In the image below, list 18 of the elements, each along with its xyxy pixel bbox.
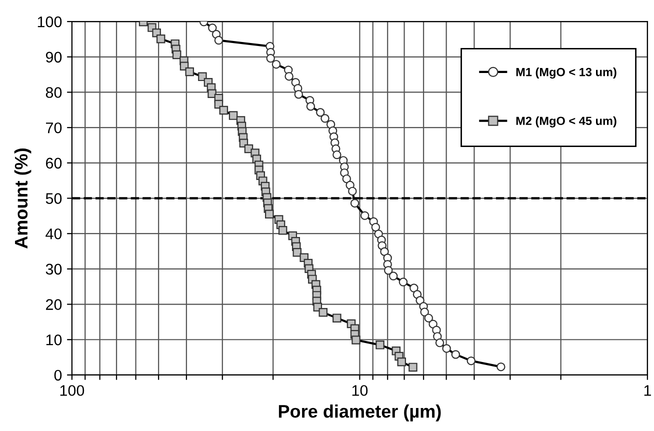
y-tick-label: 80 <box>46 87 62 98</box>
y-tick-label: 30 <box>46 264 62 275</box>
legend-label: M1 (MgO < 13 um) <box>516 68 616 79</box>
y-tick-label: 0 <box>54 370 62 381</box>
y-tick-label: 100 <box>38 16 62 28</box>
y-tick-label: 40 <box>46 228 62 240</box>
y-tick-label: 20 <box>46 299 62 310</box>
x-tick-label: 100 <box>60 385 84 396</box>
y-tick-label: 60 <box>46 158 62 169</box>
y-tick-label: 90 <box>46 52 62 63</box>
x-axis-title: Pore diameter (µm) <box>278 404 441 422</box>
x-tick-label: 1 <box>644 385 651 396</box>
x-tick-label: 10 <box>352 385 368 396</box>
y-tick-label: 50 <box>46 193 62 204</box>
y-tick-label: 70 <box>46 122 62 134</box>
y-axis-title: Amount (%) <box>14 148 32 248</box>
y-tick-label: 10 <box>46 334 62 346</box>
legend-label: M2 (MgO < 45 um) <box>516 116 616 128</box>
